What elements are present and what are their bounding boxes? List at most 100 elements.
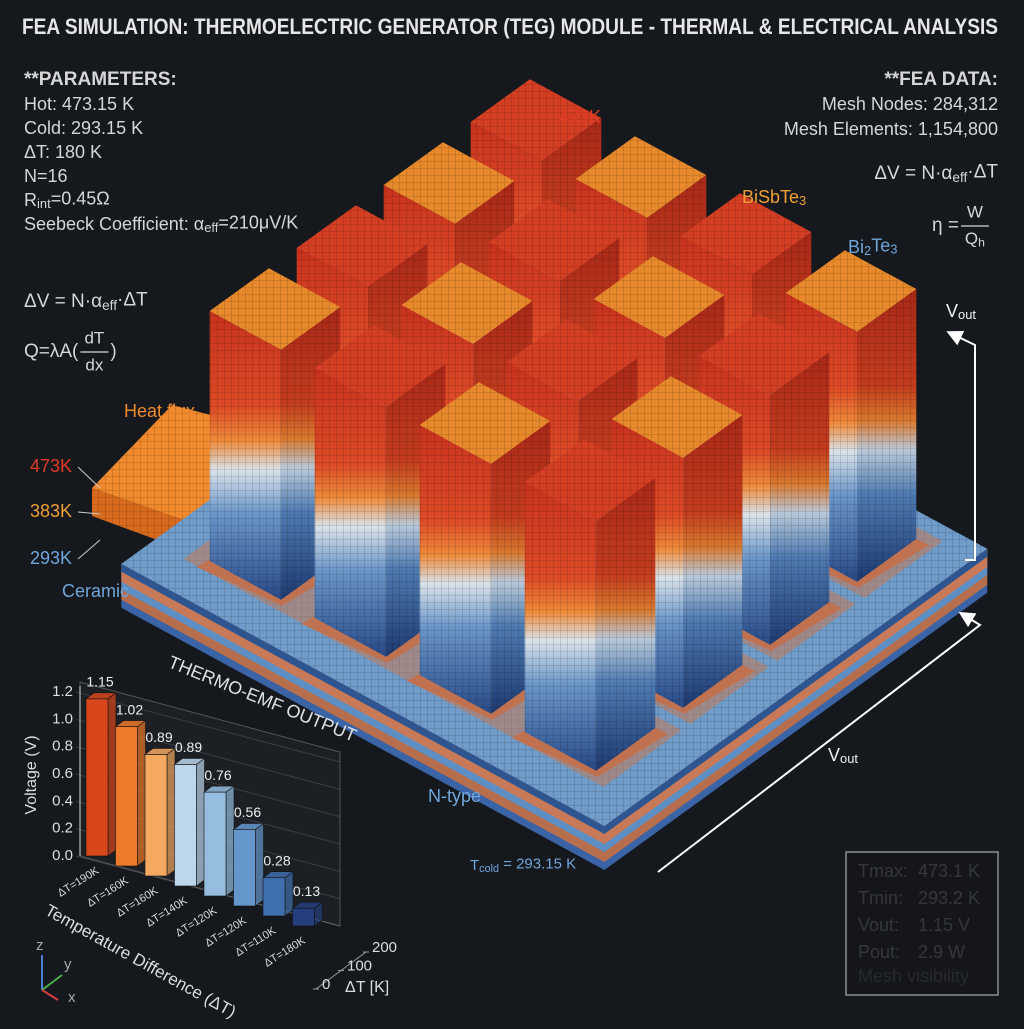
- equation-numerator: dT: [84, 328, 104, 347]
- voltage-equation: ΔV = N·αeff·ΔT: [24, 289, 148, 312]
- text-segment: Hot: 473.15 K: [24, 94, 134, 114]
- value-label: 0.76: [204, 767, 231, 783]
- text-segment: Bi: [848, 237, 864, 257]
- pillar-top-mesh: [209, 268, 341, 350]
- label-leader: [77, 511, 101, 515]
- subscript: int: [37, 196, 51, 211]
- y-tick-label: 0.8: [52, 738, 73, 755]
- y-tick-label: 0.0: [52, 847, 73, 864]
- pillar-top-mesh: [680, 193, 812, 275]
- y-tick-label: 0.4: [52, 792, 73, 809]
- bar-top: [173, 758, 206, 765]
- subscript: 3: [799, 193, 806, 208]
- equation-lhs: Q=λA(: [24, 341, 79, 362]
- value-label: 0.89: [145, 729, 172, 745]
- value-label: 1.02: [116, 701, 143, 717]
- bar: [174, 764, 197, 887]
- gizmo-z-label: z: [36, 937, 44, 954]
- vout-label: Vout: [946, 301, 976, 323]
- bar: [144, 754, 168, 877]
- text-segment: = 293.15 K: [499, 856, 576, 873]
- pillar-top-mesh: [401, 262, 533, 344]
- text-segment: N=16: [24, 166, 68, 186]
- p-material-label: BiSbTe3: [742, 187, 806, 209]
- pillar-top-mesh: [611, 376, 743, 458]
- heat-flux-label: Heat flux: [124, 401, 195, 421]
- pillar-top-mesh: [296, 205, 428, 287]
- top-temp-label: 473K: [559, 107, 601, 127]
- stats-panel: [845, 851, 999, 996]
- pillar-top-mesh: [488, 199, 620, 281]
- text-segment: =0.45Ω: [51, 188, 110, 208]
- bar-top: [85, 692, 117, 700]
- equation-lhs: η =: [932, 215, 959, 236]
- value-label: 0.28: [263, 852, 290, 868]
- pillar-top-mesh: [506, 319, 638, 401]
- text-segment: Seebeck Coefficient: α: [24, 214, 204, 234]
- grid-line: [75, 691, 341, 763]
- vout-arrow: [657, 611, 982, 873]
- text-segment: ΔV = N·α: [24, 291, 102, 312]
- text-segment: BiSbTe: [742, 187, 799, 207]
- bar-side: [225, 785, 235, 897]
- value-label: 1.15: [86, 674, 113, 690]
- text-segment: ΔV = N·α: [874, 163, 952, 184]
- text-segment: ·ΔT: [117, 289, 148, 310]
- y-axis-label: Voltage (V): [23, 735, 40, 814]
- gizmo-x-label: x: [68, 989, 76, 1006]
- bar-side: [196, 757, 205, 887]
- value-label: 0.56: [234, 804, 261, 820]
- parameters-heading: **PARAMETERS:: [24, 69, 177, 90]
- label-leader: [77, 539, 101, 560]
- equation-denominator: dx: [85, 355, 103, 374]
- parameter-line: Cold: 293.15 K: [24, 118, 143, 138]
- vout-arrow: [946, 330, 976, 561]
- pillar-mesh: [419, 421, 551, 714]
- bar: [262, 877, 286, 917]
- subscript: eff: [952, 170, 967, 185]
- subscript: eff: [102, 298, 117, 313]
- bar-side: [137, 719, 146, 867]
- depth-tick-label: 200: [372, 939, 397, 956]
- text-segment: R: [24, 190, 37, 210]
- depth-tick-label: 100: [347, 957, 372, 974]
- layer-cold-label: 293K: [30, 548, 72, 568]
- pillar-mesh: [314, 364, 446, 657]
- text-segment: T: [470, 857, 479, 874]
- pillar-top-mesh: [785, 250, 917, 332]
- pillar-top-mesh: [314, 325, 446, 407]
- pillar-mesh: [209, 307, 341, 600]
- text-segment: ΔT: 180 K: [24, 142, 102, 162]
- parameter-line: N=16: [24, 166, 68, 186]
- layer-mid-label: 383K: [30, 501, 72, 521]
- y-tick-label: 0.2: [52, 820, 73, 837]
- subscript: eff: [204, 220, 219, 235]
- n-material-label: Bi2Te3: [848, 235, 897, 258]
- parameter-line: ΔT: 180 K: [24, 142, 102, 162]
- y-tick-label: 1.2: [52, 683, 73, 700]
- subscript: cold: [479, 863, 499, 875]
- bar-side: [166, 747, 176, 877]
- label-leader: [77, 466, 101, 489]
- y-tick-label: 1.0: [52, 710, 73, 727]
- layer-hot-label: 473K: [30, 456, 72, 476]
- t-cold-label: Tcold = 293.15 K: [470, 856, 576, 875]
- bar-side: [107, 692, 117, 857]
- bar-side: [255, 822, 264, 907]
- pillar-top-mesh: [575, 136, 707, 218]
- bar-top: [262, 871, 294, 879]
- equation-rhs: ): [110, 341, 116, 362]
- gizmo-y: [41, 974, 63, 991]
- subscript: out: [958, 307, 976, 322]
- fea-line: Mesh Nodes: 284,312: [822, 94, 998, 114]
- text-segment: Cold: 293.15 K: [24, 118, 143, 138]
- text-segment: Q: [965, 229, 978, 248]
- bar: [292, 907, 315, 927]
- pillar-mesh: [524, 478, 656, 771]
- bar: [233, 829, 256, 907]
- gizmo-y-label: y: [64, 956, 72, 973]
- text-segment: V: [828, 745, 840, 765]
- text-segment: ·ΔT: [967, 161, 998, 182]
- y-tick-label: 0.6: [52, 765, 73, 782]
